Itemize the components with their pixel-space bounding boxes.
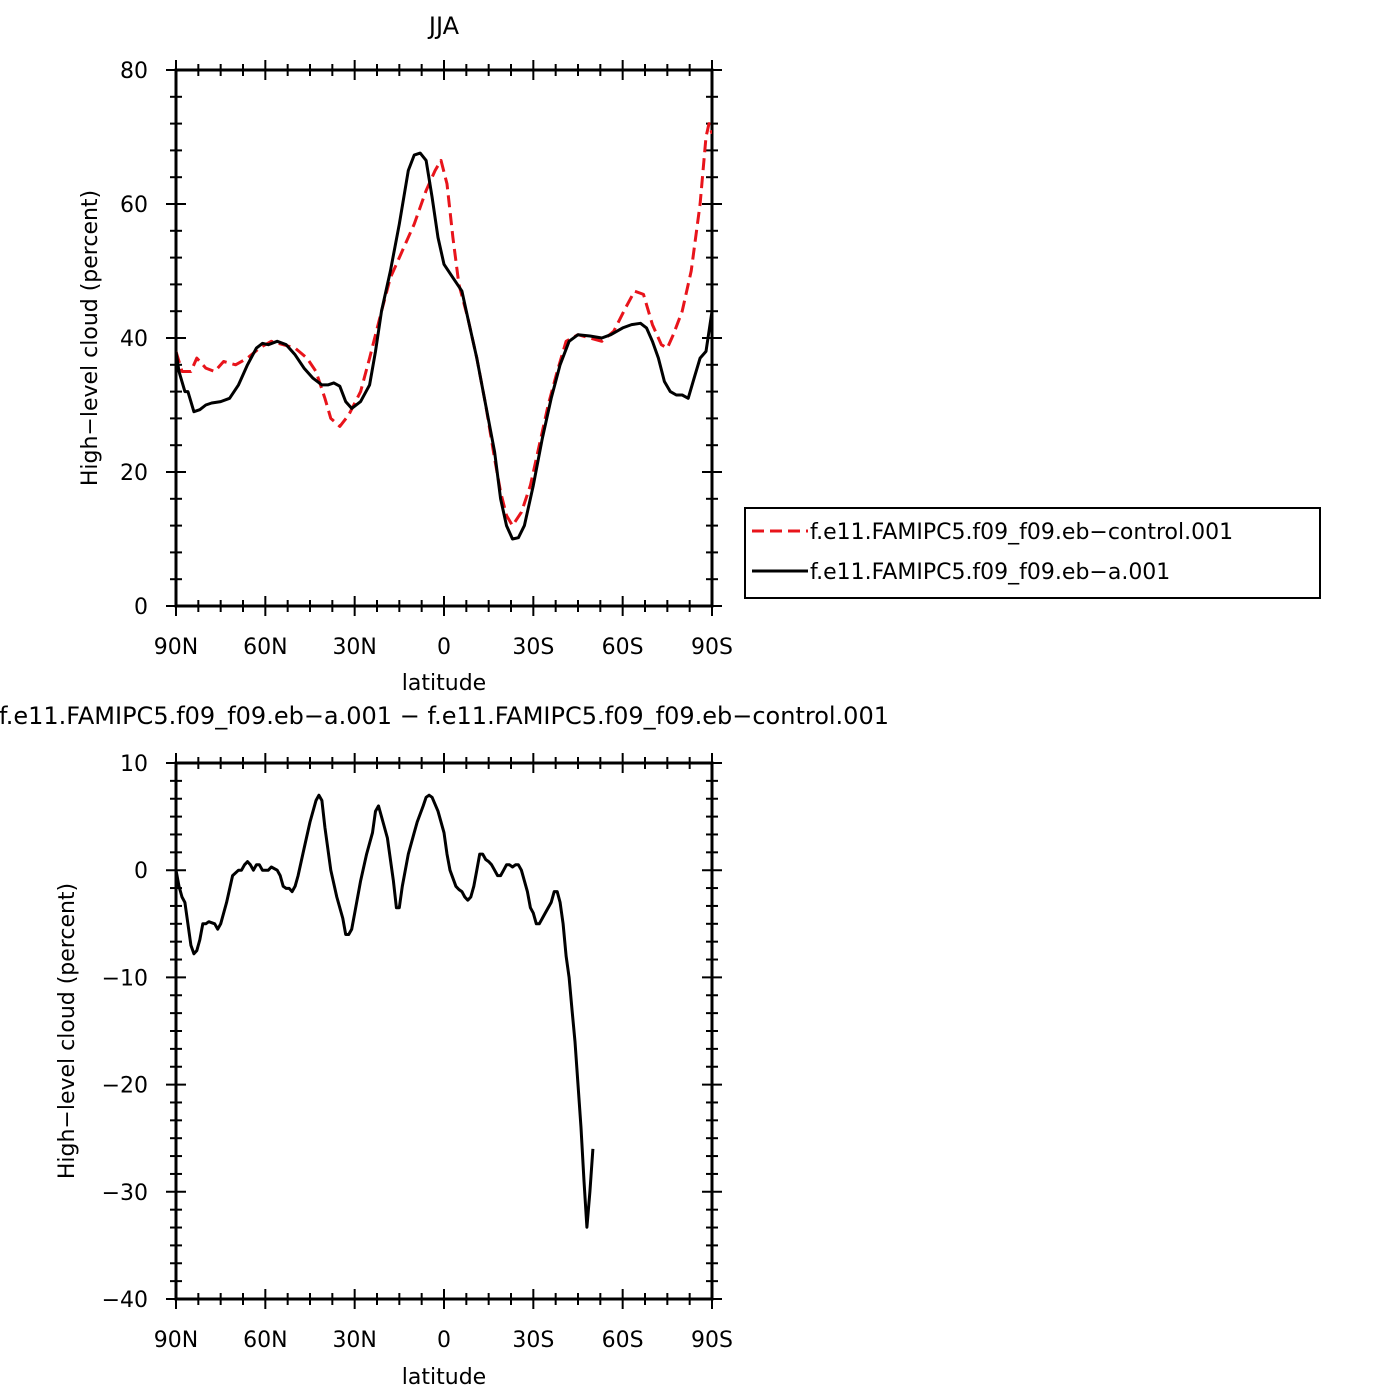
chart-title: f.e11.FAMIPC5.f09_f09.eb−a.001 − f.e11.F… (0, 702, 889, 730)
x-tick-label: 60N (243, 1328, 287, 1353)
x-tick-label: 90S (691, 635, 733, 660)
legend: f.e11.FAMIPC5.f09_f09.eb−control.001 f.e1… (744, 507, 1321, 599)
y-tick-label: 60 (120, 193, 148, 218)
plot-frame (174, 68, 714, 608)
legend-label-1: f.e11.FAMIPC5.f09_f09.eb−control.001 (810, 520, 1233, 545)
x-tick-label: 30N (332, 635, 376, 660)
x-tick-label: 30N (332, 1328, 376, 1353)
chart-title: JJA (427, 12, 460, 40)
y-tick-label: −30 (102, 1181, 148, 1206)
y-tick-label: −10 (102, 966, 148, 991)
series-line-2 (176, 151, 712, 541)
x-tick-label: 90N (154, 635, 198, 660)
y-tick-label: 40 (120, 327, 148, 352)
y-tick-label: 20 (120, 461, 148, 486)
x-tick-label: 60S (602, 1328, 644, 1353)
y-axis-label: High−level cloud (percent) (55, 883, 80, 1179)
x-tick-label: 0 (437, 635, 451, 660)
series-line-1 (176, 793, 595, 1229)
x-tick-label: 30S (512, 635, 554, 660)
y-tick-label: 0 (134, 859, 148, 884)
legend-box (744, 507, 1321, 599)
y-axis-label: High−level cloud (percent) (78, 190, 103, 486)
x-tick-label: 90N (154, 1328, 198, 1353)
x-axis-label: latitude (402, 1365, 486, 1390)
y-tick-label: −40 (102, 1288, 148, 1313)
x-axis-label: latitude (402, 671, 486, 696)
x-tick-label: 0 (437, 1328, 451, 1353)
x-tick-label: 90S (691, 1328, 733, 1353)
x-tick-label: 30S (512, 1328, 554, 1353)
y-tick-label: −20 (102, 1074, 148, 1099)
chart-panel-1: JJA 0 20 40 60 80 90N 60N 30N 0 30S 60S 90S latitude H… (78, 12, 1321, 696)
y-tick-label: 0 (134, 595, 148, 620)
series-line-1 (176, 122, 712, 528)
y-tick-label: 10 (120, 752, 148, 777)
x-tick-label: 60S (602, 635, 644, 660)
x-tick-label: 60N (243, 635, 287, 660)
legend-label-2: f.e11.FAMIPC5.f09_f09.eb−a.001 (810, 560, 1170, 585)
chart-panel-2: f.e11.FAMIPC5.f09_f09.eb−a.001 − f.e11.F… (0, 702, 889, 1390)
y-tick-label: 80 (120, 59, 148, 84)
